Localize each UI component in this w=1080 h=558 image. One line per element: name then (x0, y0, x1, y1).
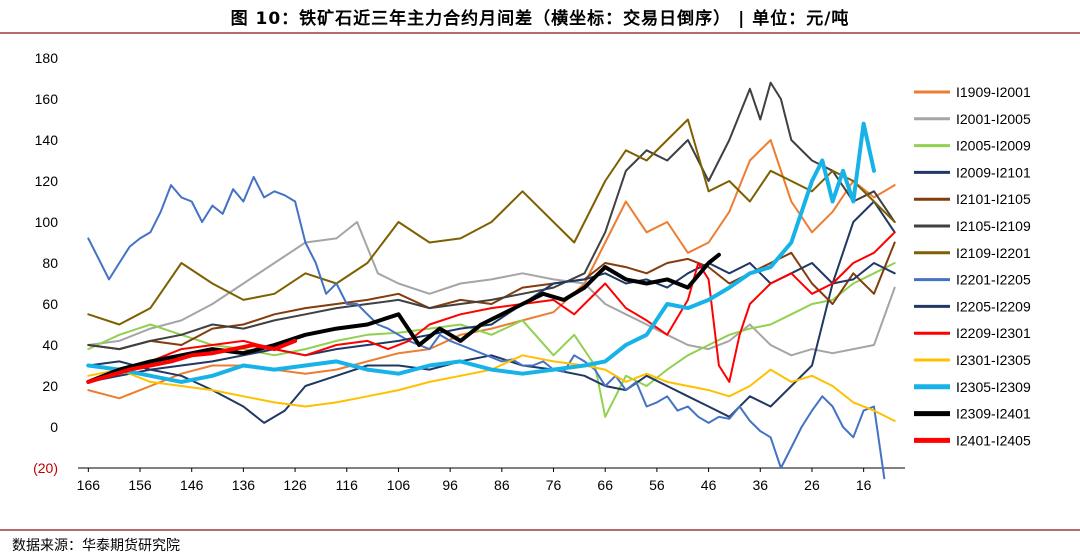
x-tick-label: 156 (128, 477, 152, 493)
y-tick-label: (20) (33, 460, 58, 476)
y-tick-label: 100 (35, 214, 59, 230)
x-tick-label: 96 (442, 477, 458, 493)
series-line (86, 121, 876, 384)
legend-label: I2105-I2109 (956, 218, 1031, 234)
legend-label: I2101-I2105 (956, 191, 1031, 207)
legend-label: I2109-I2201 (956, 245, 1031, 261)
series-line (86, 338, 298, 384)
x-tick-label: 26 (804, 477, 820, 493)
legend-label: I2209-I2301 (956, 325, 1031, 341)
top-divider (0, 32, 1080, 34)
y-tick-label: 60 (42, 296, 58, 312)
line-chart: (20) 0 20 40 60 80 100 120 140 160 180 166 156 146 13… (33, 50, 1031, 493)
data-source-note: 数据来源：华泰期货研究院 (12, 538, 180, 554)
x-tick-label: 86 (494, 477, 510, 493)
series-line (87, 139, 896, 400)
series-line (87, 81, 896, 351)
series-line (87, 118, 896, 326)
y-tick-label: 120 (35, 173, 59, 189)
legend-label: I2009-I2101 (956, 164, 1031, 180)
y-axis: (20) 0 20 40 60 80 100 120 140 160 180 (33, 50, 58, 476)
x-tick-label: 136 (232, 477, 256, 493)
x-tick-label: 166 (77, 477, 101, 493)
series-line (87, 231, 896, 383)
y-tick-label: 40 (42, 337, 58, 353)
x-tick-label: 36 (752, 477, 768, 493)
x-tick-label: 116 (336, 477, 359, 493)
y-tick-label: 180 (35, 50, 59, 66)
legend-label: I2001-I2005 (956, 111, 1031, 127)
x-tick-label: 46 (701, 477, 717, 493)
legend-label: I2005-I2009 (956, 138, 1031, 154)
series-line (86, 252, 721, 384)
x-tick-label: 66 (597, 477, 613, 493)
x-axis: 166 156 146 136 126 116 106 96 86 76 66 56 46 36 26 16 (77, 468, 872, 493)
series-line (87, 354, 896, 422)
x-tick-label: 56 (649, 477, 665, 493)
y-tick-label: 140 (35, 132, 59, 148)
x-tick-label: 106 (387, 477, 411, 493)
page-title: 图 10：铁矿石近三年主力合约月间差（横坐标：交易日倒序） | 单位：元/吨 (230, 9, 850, 29)
legend-label: I2301-I2305 (956, 352, 1031, 368)
x-tick-label: 146 (180, 477, 204, 493)
legend-label: I2401-I2405 (956, 432, 1031, 448)
legend-label: I2205-I2209 (956, 298, 1031, 314)
legend: I1909-I2001 I2001-I2005 I2005-I2009 I2009-I… (914, 84, 1031, 448)
y-tick-label: 80 (42, 255, 58, 271)
series-line (87, 241, 896, 351)
x-tick-label: 16 (856, 477, 872, 493)
series-line (87, 221, 896, 357)
y-tick-label: 0 (50, 419, 58, 435)
legend-label: I2201-I2205 (956, 272, 1031, 288)
series-line (87, 175, 886, 480)
series-line (87, 262, 896, 418)
legend-label: I2309-I2401 (956, 406, 1031, 422)
legend-label: I1909-I2001 (956, 84, 1031, 100)
y-tick-label: 160 (35, 91, 59, 107)
bottom-divider (0, 529, 1080, 531)
series-group (86, 81, 896, 480)
x-tick-label: 126 (283, 477, 307, 493)
legend-label: I2305-I2309 (956, 379, 1031, 395)
y-tick-label: 20 (42, 378, 58, 394)
x-tick-label: 76 (546, 477, 562, 493)
